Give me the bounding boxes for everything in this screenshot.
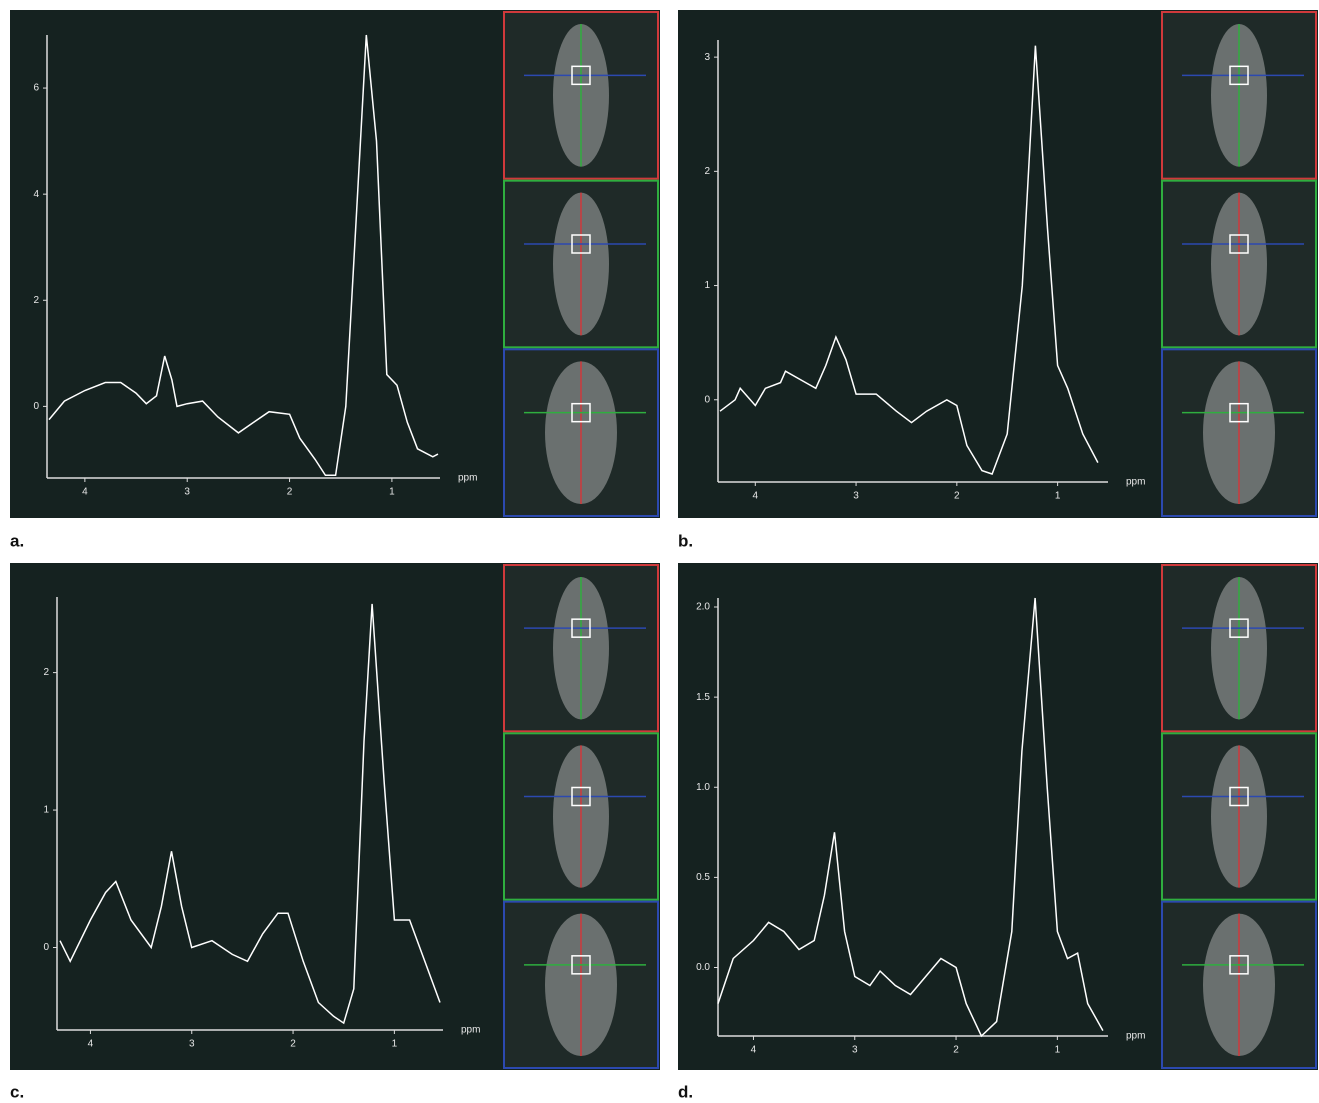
x-tick-label: 2	[953, 1045, 959, 1056]
x-tick-label: 2	[287, 487, 293, 498]
x-axis-label: ppm	[1126, 477, 1145, 488]
y-tick-label: 0.5	[696, 872, 710, 883]
y-tick-label: 1.0	[696, 782, 710, 793]
x-tick-label: 4	[88, 1039, 94, 1050]
x-axis-label: ppm	[461, 1025, 480, 1036]
spectrum-line	[719, 45, 1099, 475]
voxel	[1229, 786, 1249, 807]
voxel	[1229, 65, 1249, 86]
voxel	[571, 786, 591, 807]
x-tick-label: 1	[1055, 491, 1061, 502]
voxel	[571, 618, 591, 638]
y-tick-label: 3	[704, 52, 710, 63]
panel-label: c.	[10, 1082, 24, 1101]
x-tick-label: 2	[954, 491, 960, 502]
voxel	[571, 234, 591, 254]
x-tick-label: 3	[189, 1039, 195, 1050]
spectrum-line	[48, 34, 439, 477]
x-tick-label: 4	[751, 1045, 757, 1056]
voxel	[571, 402, 591, 423]
y-tick-label: 0	[704, 394, 710, 405]
x-tick-label: 1	[1055, 1045, 1061, 1056]
y-tick-label: 0	[43, 942, 49, 953]
panel-label: d.	[678, 1082, 693, 1101]
voxel	[1229, 234, 1249, 254]
panel-label: b.	[678, 531, 693, 550]
voxel	[571, 955, 591, 975]
y-tick-label: 0.0	[696, 962, 710, 973]
y-tick-label: 2	[33, 295, 39, 306]
voxel	[1229, 955, 1249, 975]
y-tick-label: 1.5	[696, 692, 710, 703]
x-axis-label: ppm	[458, 473, 477, 484]
x-tick-label: 1	[392, 1039, 398, 1050]
panel-label: a.	[10, 531, 24, 550]
y-tick-label: 2	[43, 667, 49, 678]
x-tick-label: 4	[753, 491, 759, 502]
y-tick-label: 1	[43, 805, 49, 816]
y-tick-label: 6	[33, 83, 39, 94]
voxel	[1229, 618, 1249, 638]
spectrum-line	[717, 597, 1104, 1038]
x-tick-label: 2	[290, 1039, 296, 1050]
x-axis-label: ppm	[1126, 1031, 1145, 1042]
x-tick-label: 1	[389, 487, 395, 498]
voxel	[1229, 402, 1249, 423]
x-tick-label: 3	[853, 491, 859, 502]
spectrum-line	[59, 603, 441, 1025]
y-tick-label: 2	[704, 166, 710, 177]
x-tick-label: 3	[852, 1045, 858, 1056]
x-tick-label: 4	[82, 487, 88, 498]
y-tick-label: 1	[704, 280, 710, 291]
x-tick-label: 3	[184, 487, 190, 498]
voxel	[571, 65, 591, 86]
y-tick-label: 0	[33, 401, 39, 412]
y-tick-label: 2.0	[696, 602, 710, 613]
y-tick-label: 4	[33, 189, 39, 200]
